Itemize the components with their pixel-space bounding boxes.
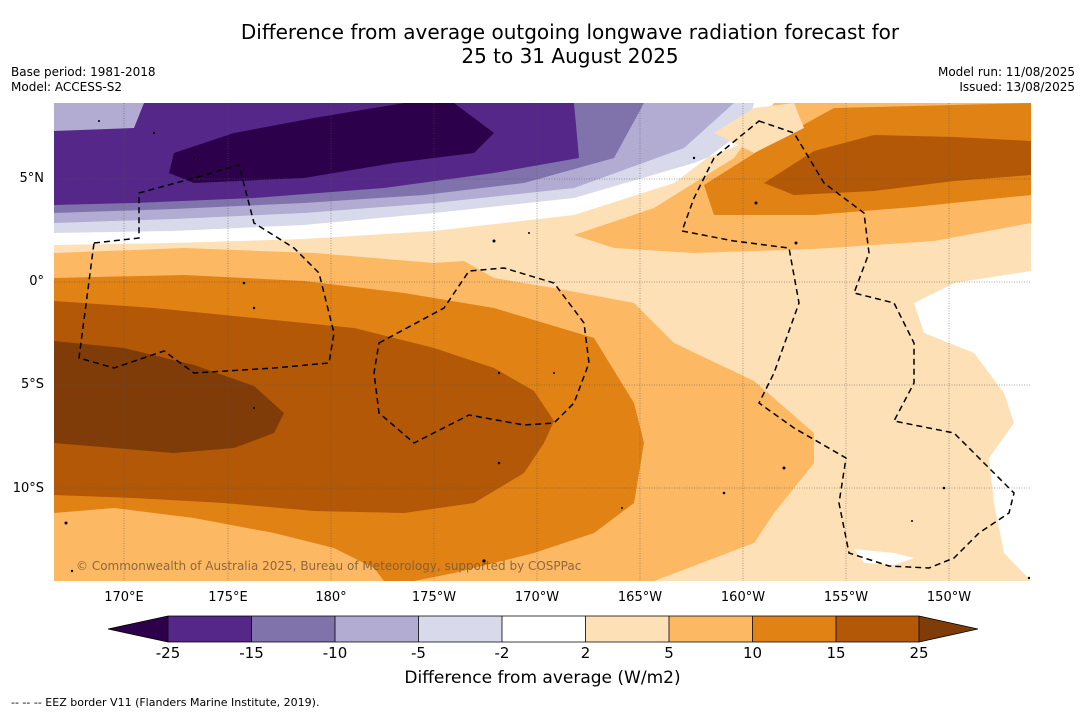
lon-label-160w: 160°W [720, 590, 766, 605]
lon-label-180: 180° [315, 590, 347, 605]
lon-label-170e: 170°E [104, 590, 144, 605]
lat-label-10s: 10°S [12, 481, 44, 496]
model-run: Model run: 11/08/2025 [937, 65, 1075, 79]
colorbar-tick: 5 [664, 644, 674, 662]
colorbar-above-max [919, 616, 978, 642]
land-or-missing-se [854, 549, 914, 565]
colorbar-tick: -5 [411, 644, 426, 662]
colorbar-tick: 10 [742, 644, 763, 662]
colorbar-m25-m15 [168, 616, 252, 642]
lon-label-165w: 165°W [617, 590, 663, 605]
title-line-1: Difference from average outgoing longwav… [240, 20, 900, 44]
colorbar-tick: -25 [155, 644, 181, 662]
contour-m2-2 [54, 103, 774, 245]
map-title: Difference from average outgoing longwav… [0, 20, 1085, 68]
contour-p15-25-sw [54, 301, 554, 513]
gridlines [54, 103, 1031, 581]
contour-below-min [169, 103, 494, 183]
contour-light-purple-nw [54, 103, 144, 131]
colorbar-p15-25 [836, 616, 919, 642]
anomaly-map [54, 103, 1031, 581]
colorbar-m5-m2 [418, 616, 502, 642]
colorbar-label: Difference from average (W/m2) [404, 668, 681, 688]
colorbar-tick: 2 [580, 644, 591, 662]
contour-above-max [54, 341, 284, 453]
contour-p2-5-ne [714, 103, 804, 153]
colorbar-tick: -10 [322, 644, 348, 662]
colorbar-tick: -2 [494, 644, 510, 662]
issued-date: Issued: 13/08/2025 [959, 80, 1075, 94]
colorbar-p2-5 [585, 616, 669, 642]
meta-left: Base period: 1981-2018 Model: ACCESS-S2 [11, 65, 156, 95]
copyright-notice: © Commonwealth of Australia 2025, Bureau… [76, 559, 582, 573]
contour-p5-10-sw-corner [54, 508, 384, 581]
colorbar-m15-m10 [251, 616, 335, 642]
contour-p15-25-ne [764, 135, 1031, 195]
lat-label-0: 0° [29, 274, 44, 289]
meta-right: Model run: 11/08/2025 Issued: 13/08/2025 [938, 65, 1075, 95]
lon-label-170w: 170°W [514, 590, 560, 605]
colorbar [108, 615, 978, 643]
land-or-missing-east [914, 271, 1031, 581]
lon-label-150w: 150°W [926, 590, 972, 605]
eez-phoenix [373, 267, 590, 444]
lon-label-175w: 175°W [411, 590, 457, 605]
lon-label-175e: 175°E [208, 590, 248, 605]
lat-label-5n: 5°N [19, 171, 45, 186]
colorbar-tick: 25 [909, 644, 929, 662]
colorbar-below-min [108, 616, 168, 642]
title-line-2: 25 to 31 August 2025 [461, 44, 679, 68]
islands [64, 120, 1031, 580]
colorbar-tick: 15 [826, 644, 846, 662]
model-name: Model: ACCESS-S2 [11, 80, 123, 94]
eez-borders [78, 120, 1015, 569]
lat-label-5s: 5°S [20, 377, 44, 392]
colorbar-m2-2 [502, 616, 586, 642]
base-period: Base period: 1981-2018 [11, 65, 156, 79]
eez-line-islands [680, 120, 1015, 569]
eez-footnote: -- -- -- EEZ border V11 (Flanders Marine… [11, 696, 320, 709]
colorbar-p10-15 [752, 616, 836, 642]
colorbar-m10-m5 [335, 616, 419, 642]
lon-label-155w: 155°W [823, 590, 869, 605]
colorbar-p5-10 [669, 616, 753, 642]
colorbar-tick: -15 [239, 644, 264, 662]
